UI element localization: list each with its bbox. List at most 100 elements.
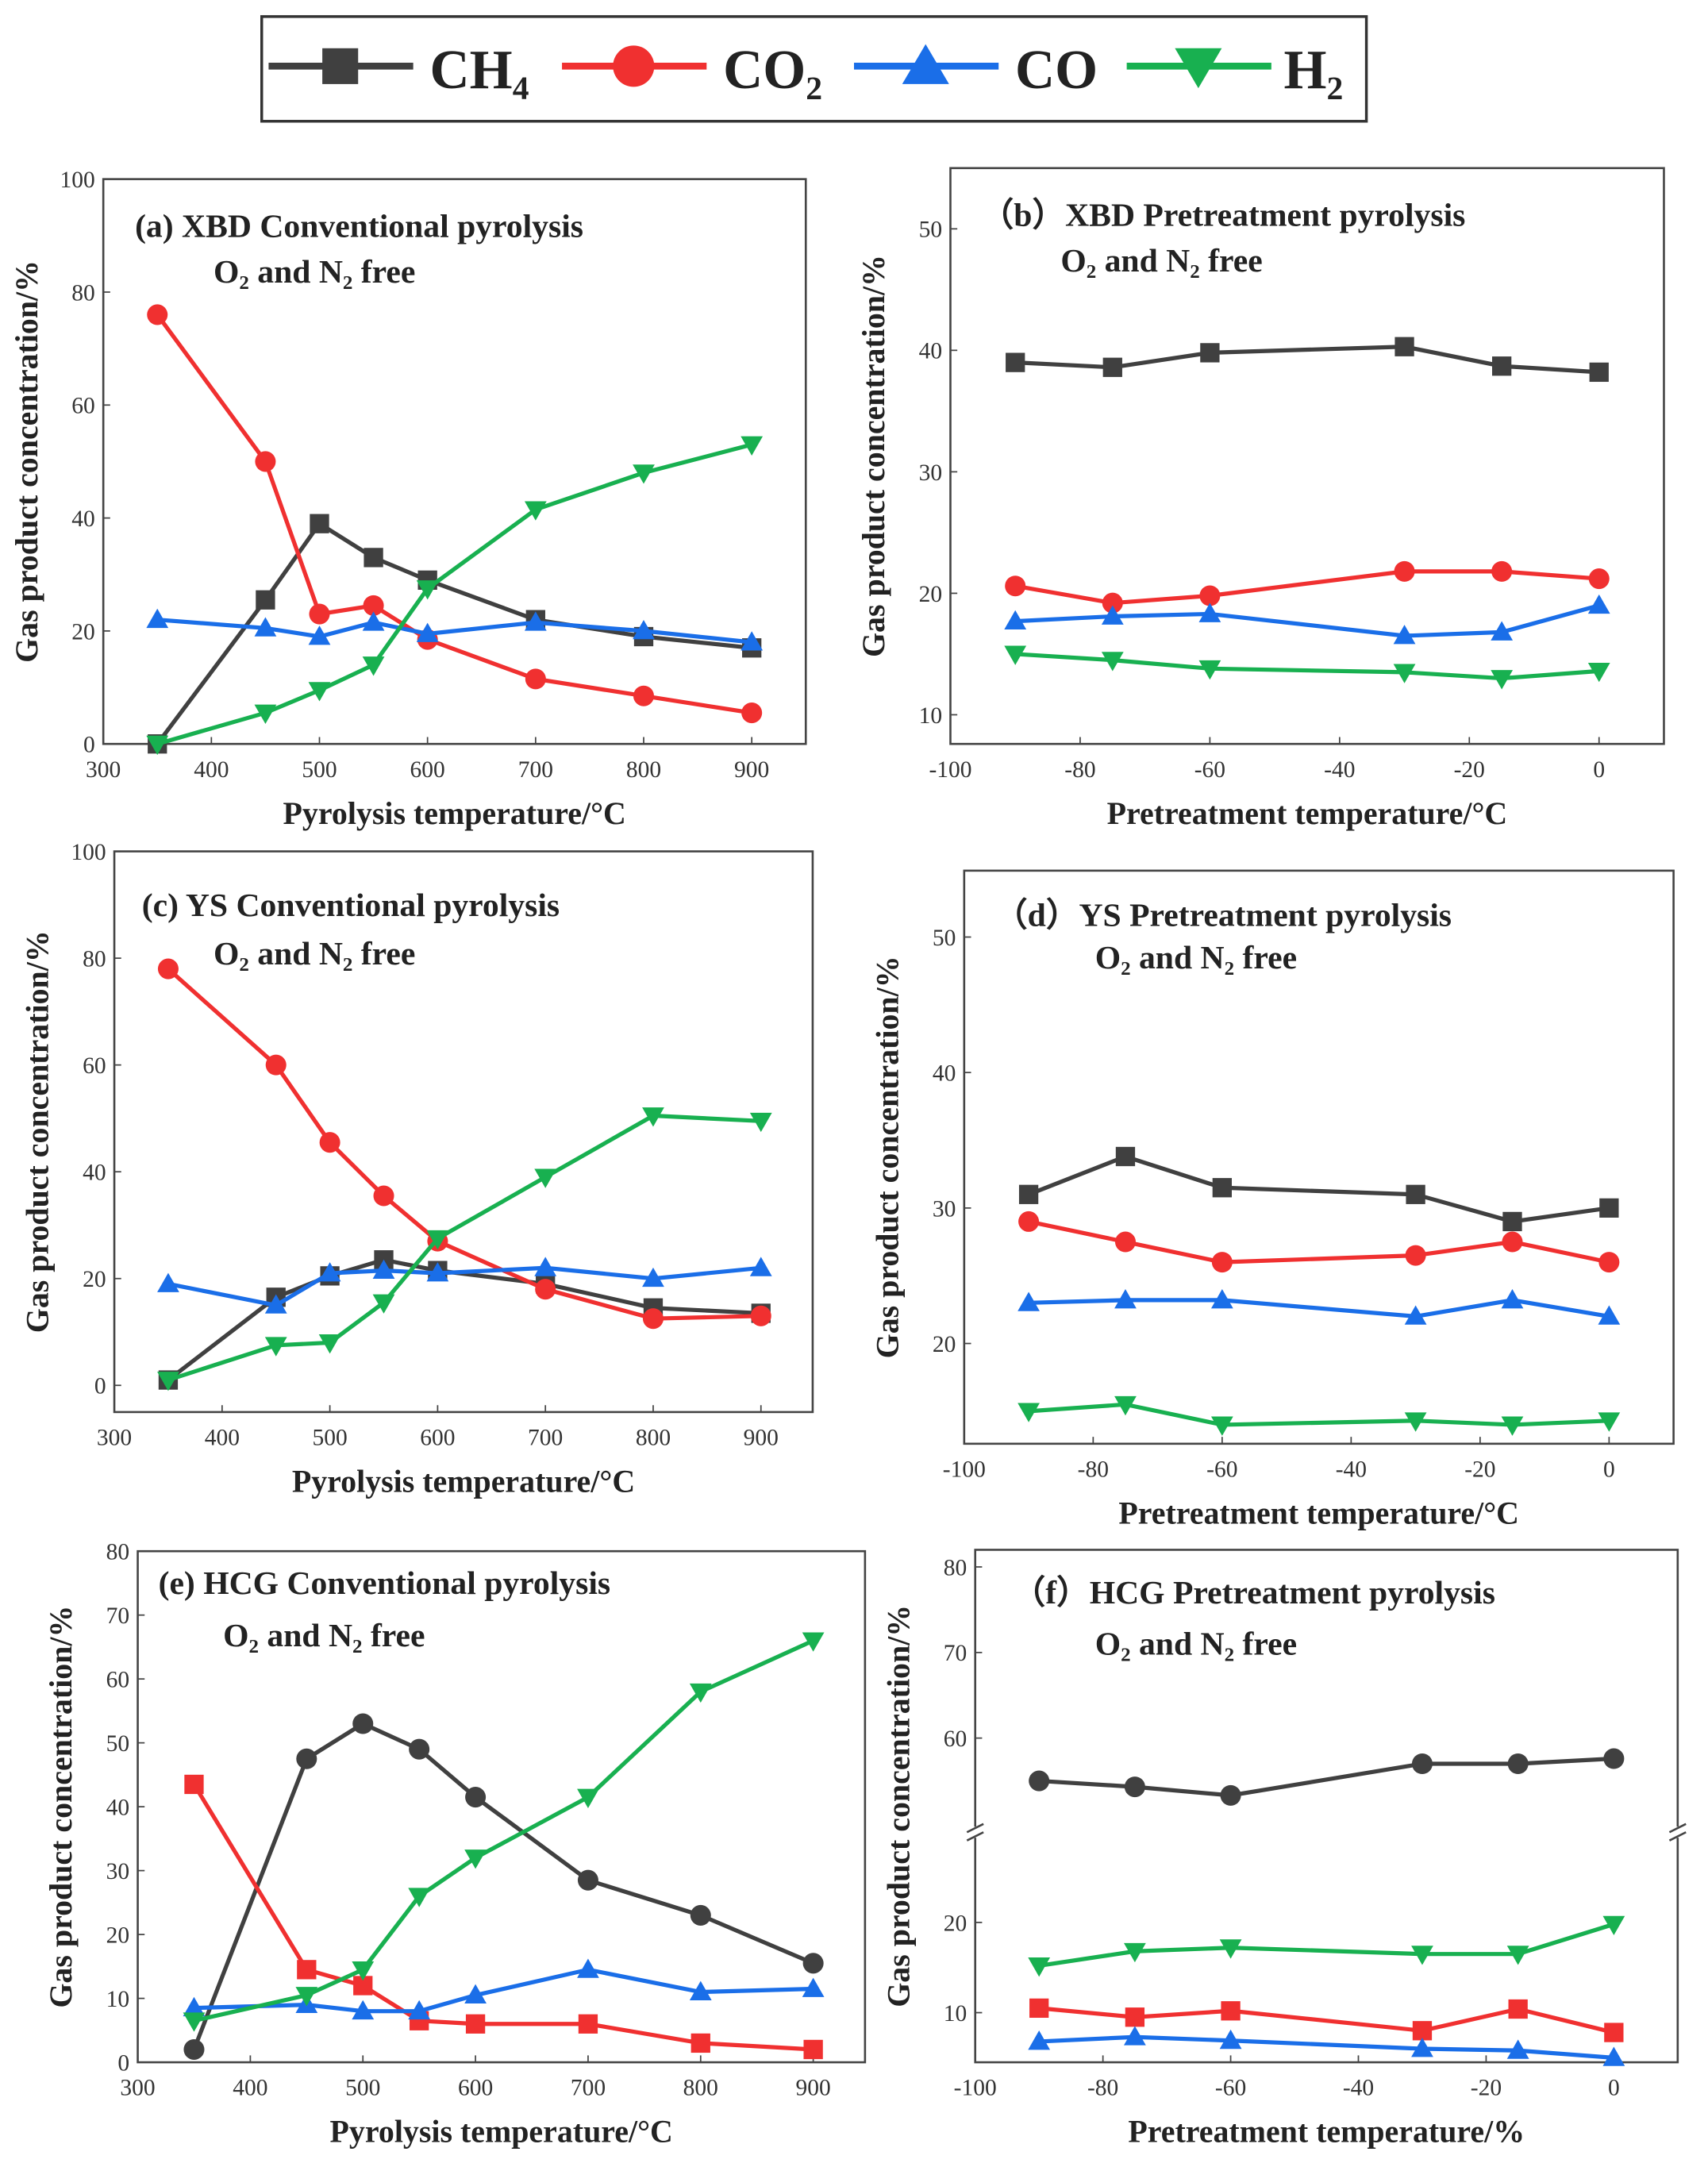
y-tick-label: 40 (106, 1796, 129, 1821)
data-point (1506, 1946, 1529, 1965)
series-CO (157, 1257, 772, 1314)
y-tick-label: 20 (83, 1267, 106, 1292)
data-point (1123, 2026, 1146, 2046)
data-point (318, 1334, 341, 1354)
x-tick-label: 800 (636, 1426, 671, 1451)
data-point (1101, 652, 1124, 672)
data-point (1492, 356, 1512, 376)
data-point (362, 656, 385, 676)
legend-label: CO₂ (723, 40, 822, 101)
y-tick-label: 10 (944, 2001, 967, 2027)
x-tick-label: -40 (1324, 757, 1355, 783)
panel-title: (e) HCG Conventional pyrolysis (159, 1565, 611, 1602)
data-point (1114, 1289, 1137, 1309)
x-axis-label: Pretreatment temperature/°C (1118, 1495, 1519, 1530)
data-point (1502, 1231, 1523, 1253)
x-tick-label: 300 (86, 757, 121, 783)
x-tick-label: 500 (312, 1426, 347, 1451)
data-point (318, 1262, 341, 1282)
legend-marker-0 (322, 48, 359, 84)
data-point (297, 1960, 317, 1980)
series-CO₂ (1018, 1211, 1620, 1273)
series-line (1038, 1922, 1615, 1969)
data-point (1029, 1998, 1049, 2019)
data-point (633, 685, 655, 706)
series-line (1039, 2034, 1614, 2060)
y-tick-label: 60 (83, 1053, 106, 1079)
series-CO₂ (184, 1774, 823, 2060)
panel-title: (c) YS Conventional pyrolysis (142, 887, 560, 924)
data-point (352, 2000, 375, 2020)
x-tick-label: -100 (954, 2076, 997, 2101)
data-point (426, 1262, 449, 1282)
data-point (1598, 1412, 1621, 1432)
series-H₂ (183, 1632, 825, 2032)
data-point (1102, 592, 1123, 614)
y-tick-label: 70 (944, 1641, 967, 1666)
series-CO₂ (147, 304, 763, 724)
data-point (1210, 1289, 1233, 1309)
data-point (1005, 575, 1026, 597)
data-point (256, 590, 275, 610)
x-tick-label: 400 (205, 1426, 240, 1451)
data-point (254, 704, 277, 724)
data-point (1406, 1184, 1425, 1204)
data-point (1018, 1184, 1039, 1204)
series-H₂ (1004, 645, 1610, 690)
plot-frame (974, 1549, 1679, 2064)
data-point (352, 1713, 374, 1734)
data-point (741, 436, 764, 456)
triangle-up-marker (902, 44, 949, 84)
data-point (1502, 1211, 1522, 1232)
y-axis-label: Gas product concentration/% (856, 255, 891, 657)
y-tick-label: 80 (71, 280, 95, 306)
data-point (1198, 602, 1221, 622)
series-line (167, 1113, 761, 1383)
series-H₂ (157, 1107, 772, 1391)
data-point (183, 2012, 206, 2032)
data-point (1508, 1999, 1528, 2019)
x-tick-label: -40 (1343, 2076, 1374, 2101)
data-point (1404, 1412, 1427, 1432)
x-tick-label: 900 (744, 1426, 779, 1451)
series-CH₄ (1018, 1146, 1619, 1232)
data-point (749, 1112, 772, 1133)
data-point (1018, 1211, 1040, 1232)
data-point (1602, 1915, 1625, 1936)
data-point (157, 958, 179, 980)
y-tick-label: 80 (106, 1540, 129, 1565)
data-point (1394, 560, 1415, 582)
data-point (1221, 2001, 1241, 2021)
y-tick-label: 60 (106, 1668, 129, 1693)
data-point (1211, 1252, 1233, 1273)
x-tick-label: 400 (233, 2076, 267, 2101)
data-point (642, 1267, 664, 1287)
panel-title: （d）YS Pretreatment pyrolysis (994, 896, 1452, 933)
legend-label: H₂ (1283, 40, 1343, 101)
data-point (409, 1738, 430, 1760)
data-point (1212, 1178, 1232, 1198)
data-point (1599, 1198, 1619, 1218)
data-point (524, 611, 547, 631)
y-axis-label: Gas product concentration/% (880, 1605, 916, 2007)
data-point (146, 608, 169, 629)
y-tick-label: 80 (83, 947, 106, 972)
data-point (295, 1987, 318, 2007)
data-point (183, 1996, 206, 2017)
series-line (194, 1967, 814, 2014)
x-tick-label: 600 (410, 757, 445, 783)
series-CO₂ (1029, 1998, 1624, 2042)
circle-marker (613, 45, 655, 87)
data-point (1411, 2038, 1433, 2057)
y-tick-label: 20 (71, 619, 95, 645)
data-point (1411, 1946, 1433, 1965)
series-CO₂ (157, 958, 771, 1330)
legend-label: CH₄ (429, 40, 529, 101)
legend-marker-3 (1175, 48, 1222, 89)
data-point (1219, 1939, 1242, 1959)
axis-break-slash (1668, 1831, 1687, 1842)
x-tick-label: 500 (345, 2076, 380, 2101)
y-tick-label: 20 (919, 582, 943, 607)
axis-break-slash (966, 1823, 984, 1834)
series-line (192, 1721, 814, 2050)
